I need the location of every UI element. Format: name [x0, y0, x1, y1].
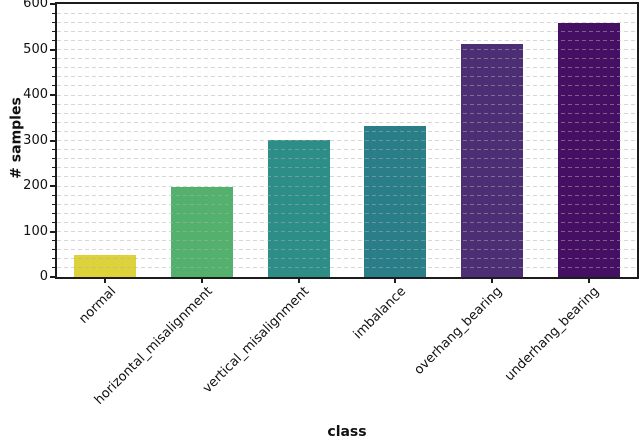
gridline-y-340: [57, 121, 637, 123]
y-minor-tick-80: [52, 240, 55, 242]
gridline-y-560: [57, 21, 637, 23]
y-minor-tick-140: [52, 212, 55, 214]
gridline-y-360: [57, 112, 637, 114]
x-tick-vertical_misalignment: [297, 279, 300, 283]
y-tick-400: [50, 94, 55, 96]
gridline-y-100: [57, 231, 637, 232]
gridline-y-160: [57, 203, 637, 205]
y-minor-tick-420: [52, 85, 55, 87]
gridline-y-220: [57, 176, 637, 178]
gridline-y-460: [57, 67, 637, 69]
gridline-y-380: [57, 103, 637, 105]
gridline-y-440: [57, 76, 637, 78]
y-tick-300: [50, 139, 55, 142]
gridline-y-520: [57, 39, 637, 41]
y-minor-tick-560: [52, 21, 55, 23]
bar-normal: [74, 254, 137, 277]
gridline-y-280: [57, 149, 637, 151]
y-tick-100: [50, 230, 55, 233]
gridline-y-500: [57, 49, 637, 50]
bar-horizontal_misalignment: [171, 187, 233, 277]
x-tick-label-overhang_bearing: overhang_bearing: [411, 284, 506, 378]
y-tick-0: [50, 276, 55, 278]
gridline-y-260: [57, 158, 637, 160]
x-tick-label-imbalance: imbalance: [350, 284, 409, 343]
y-minor-tick-220: [52, 176, 55, 178]
y-tick-label-100: 100: [23, 223, 48, 239]
x-tick-overhang_bearing: [491, 279, 493, 283]
x-tick-underhang_bearing: [587, 279, 590, 283]
y-minor-tick-360: [52, 112, 55, 114]
bar-imbalance: [364, 125, 427, 277]
y-minor-tick-460: [52, 67, 55, 69]
y-minor-tick-120: [52, 221, 55, 223]
y-minor-tick-280: [52, 149, 55, 151]
x-tick-horizontal_misalignment: [201, 279, 203, 283]
y-minor-tick-540: [52, 30, 55, 32]
x-tick-normal: [104, 279, 107, 283]
y-minor-tick-240: [52, 167, 55, 169]
y-minor-tick-40: [52, 258, 55, 260]
y-tick-label-0: 0: [39, 269, 48, 284]
y-tick-label-400: 400: [23, 87, 48, 102]
y-minor-tick-380: [52, 103, 55, 105]
gridline-y-20: [57, 267, 637, 269]
y-tick-500: [50, 48, 55, 51]
y-tick-label-500: 500: [23, 41, 48, 57]
y-tick-200: [50, 185, 55, 187]
x-tick-label-normal: normal: [76, 284, 119, 327]
y-minor-tick-440: [52, 76, 55, 78]
x-tick-imbalance: [394, 279, 397, 283]
gridline-y-480: [57, 58, 637, 60]
gridline-y-540: [57, 30, 637, 32]
gridline-y-240: [57, 167, 637, 169]
plot-area: [55, 2, 639, 279]
y-tick-600: [50, 3, 55, 5]
gridline-y-120: [57, 221, 637, 223]
gridline-y-200: [57, 185, 637, 187]
y-minor-tick-480: [52, 58, 55, 60]
gridline-y-420: [57, 85, 637, 87]
y-tick-label-300: 300: [23, 132, 48, 148]
gridline-y-80: [57, 240, 637, 242]
gridline-y-300: [57, 140, 637, 141]
y-tick-label-200: 200: [23, 178, 48, 193]
y-minor-tick-580: [52, 12, 55, 14]
gridline-y-40: [57, 258, 637, 260]
y-tick-label-600: 600: [23, 0, 48, 11]
gridline-y-320: [57, 130, 637, 132]
bar-vertical_misalignment: [267, 140, 330, 277]
y-minor-tick-320: [52, 130, 55, 132]
y-minor-tick-340: [52, 121, 55, 123]
gridline-y-140: [57, 212, 637, 214]
y-minor-tick-160: [52, 203, 55, 205]
gridline-y-60: [57, 249, 637, 251]
gridline-y-400: [57, 94, 637, 96]
y-minor-tick-20: [52, 267, 55, 269]
gridline-y-180: [57, 194, 637, 196]
y-minor-tick-180: [52, 194, 55, 196]
y-minor-tick-520: [52, 39, 55, 41]
x-tick-label-underhang_bearing: underhang_bearing: [502, 284, 603, 385]
bar-overhang_bearing: [461, 43, 523, 277]
gridline-y-580: [57, 12, 637, 14]
y-minor-tick-260: [52, 158, 55, 160]
x-axis-label: class: [327, 424, 367, 440]
y-minor-tick-60: [52, 249, 55, 251]
x-tick-label-vertical_misalignment: vertical_misalignment: [200, 284, 313, 397]
